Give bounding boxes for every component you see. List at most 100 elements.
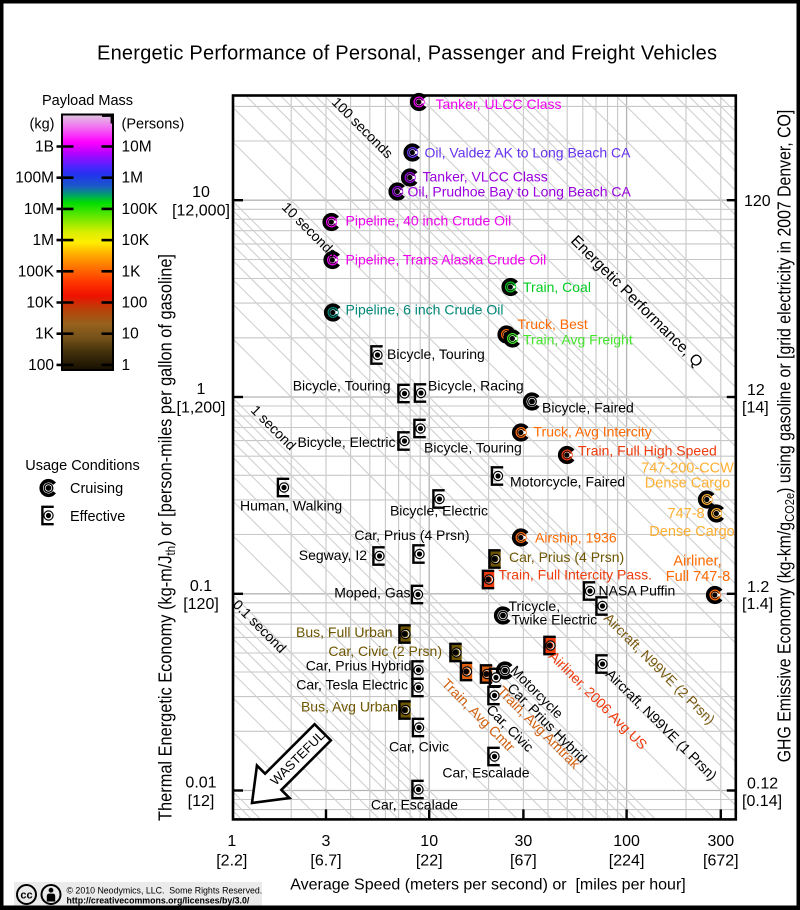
svg-text:Truck, Avg Intercity: Truck, Avg Intercity [534, 424, 652, 440]
svg-text:Bus, Full Urban: Bus, Full Urban [296, 624, 392, 640]
svg-text:747-200-CCW: 747-200-CCW [641, 461, 734, 477]
svg-text:100: 100 [28, 357, 54, 374]
svg-text:Twike Electric: Twike Electric [512, 612, 598, 628]
svg-text:Oil, Valdez AK to Long Beach C: Oil, Valdez AK to Long Beach CA [425, 145, 632, 161]
svg-text:Airliner,: Airliner, [673, 554, 721, 570]
svg-text:100: 100 [122, 295, 148, 312]
svg-text:Average Speed (meters per seco: Average Speed (meters per second) or [mi… [290, 877, 685, 894]
svg-text:10: 10 [122, 326, 140, 343]
svg-text:Pipeline, Trans Alaska Crude O: Pipeline, Trans Alaska Crude Oil [346, 252, 547, 268]
svg-text:Train, Coal: Train, Coal [523, 279, 591, 295]
svg-text:Pipeline, 40 inch Crude Oil: Pipeline, 40 inch Crude Oil [346, 213, 512, 229]
svg-text:Car, Civic (2 Prsn): Car, Civic (2 Prsn) [328, 643, 442, 659]
svg-text:Human, Walking: Human, Walking [240, 498, 342, 514]
svg-text:Segway, I2: Segway, I2 [299, 547, 367, 563]
svg-text:Dense Cargo: Dense Cargo [645, 476, 730, 492]
svg-text:Car, Civic: Car, Civic [389, 739, 449, 755]
svg-text:Car, Prius (4 Prsn): Car, Prius (4 Prsn) [509, 549, 624, 565]
svg-text:Bicycle, Touring: Bicycle, Touring [424, 440, 522, 456]
svg-text:[1.4]: [1.4] [742, 596, 773, 613]
svg-text:Car, Prius (4 Prsn): Car, Prius (4 Prsn) [354, 527, 469, 543]
svg-text:0.01: 0.01 [185, 775, 216, 792]
svg-text:Dense Cargo: Dense Cargo [649, 524, 734, 540]
svg-text:1K: 1K [122, 263, 142, 280]
svg-text:Motorcycle, Faired: Motorcycle, Faired [510, 474, 625, 490]
svg-text:1: 1 [197, 381, 206, 398]
svg-text:Car, Escalade: Car, Escalade [371, 797, 458, 813]
svg-text:[672]: [672] [703, 852, 739, 869]
svg-text:© 2010 Neodymics, LLC. Some R: © 2010 Neodymics, LLC. Some Rights Reser… [67, 886, 263, 896]
svg-text:[12,000]: [12,000] [172, 203, 230, 220]
svg-text:Tanker, VLCC Class: Tanker, VLCC Class [423, 169, 548, 185]
svg-text:[67]: [67] [510, 852, 537, 869]
svg-text:Cruising: Cruising [70, 481, 123, 497]
svg-text:Bicycle, Electric: Bicycle, Electric [297, 434, 395, 450]
svg-text:[1,200]: [1,200] [177, 399, 226, 416]
svg-text:GHG Emissive Economy (kg-km/gC: GHG Emissive Economy (kg-km/gCO2e) using… [773, 110, 797, 763]
svg-text:[22]: [22] [416, 852, 443, 869]
svg-text:[2.2]: [2.2] [216, 852, 247, 869]
svg-text:Pipeline, 6 inch Crude Oil: Pipeline, 6 inch Crude Oil [346, 302, 504, 318]
svg-text:[12]: [12] [188, 793, 215, 810]
svg-text:3: 3 [322, 833, 331, 850]
svg-text:10M: 10M [122, 139, 152, 156]
svg-text:1M: 1M [122, 170, 144, 187]
svg-text:30: 30 [515, 833, 533, 850]
svg-text:Full 747-8: Full 747-8 [666, 569, 730, 585]
svg-text:300: 300 [707, 833, 734, 850]
svg-text:1: 1 [122, 357, 131, 374]
svg-text:1K: 1K [35, 326, 55, 343]
svg-text:100K: 100K [122, 201, 159, 218]
svg-text:Train, Full High Speed: Train, Full High Speed [578, 443, 717, 459]
svg-text:100K: 100K [18, 263, 55, 280]
svg-text:[6.7]: [6.7] [310, 852, 341, 869]
svg-text:Train, Full Intercity Pass.: Train, Full Intercity Pass. [499, 567, 653, 583]
svg-text:Bicycle, Racing: Bicycle, Racing [428, 378, 524, 394]
svg-text:1M: 1M [32, 232, 54, 249]
svg-text:10K: 10K [122, 232, 150, 249]
svg-text:Effective: Effective [70, 509, 125, 525]
svg-text:10: 10 [192, 184, 210, 201]
svg-text:Bicycle, Touring: Bicycle, Touring [387, 346, 485, 362]
svg-text:Moped, Gas: Moped, Gas [334, 585, 410, 601]
svg-text:Bicycle, Touring: Bicycle, Touring [293, 377, 391, 393]
svg-text:http://creativecommons.org/lic: http://creativecommons.org/licenses/by/3… [67, 896, 250, 906]
svg-text:Usage Conditions: Usage Conditions [25, 458, 139, 474]
svg-text:Oil, Prudhoe Bay to Long Beach: Oil, Prudhoe Bay to Long Beach CA [408, 184, 632, 200]
svg-text:10K: 10K [26, 295, 54, 312]
svg-text:(kg): (kg) [30, 117, 55, 133]
svg-text:Energetic Performance of Perso: Energetic Performance of Personal, Passe… [97, 43, 717, 65]
svg-text:(Persons): (Persons) [122, 117, 185, 133]
svg-text:NASA Puffin: NASA Puffin [599, 583, 676, 599]
svg-text:12: 12 [747, 382, 765, 399]
svg-text:100M: 100M [15, 170, 54, 187]
svg-text:100: 100 [613, 833, 640, 850]
svg-text:[14]: [14] [742, 399, 769, 416]
svg-text:1B: 1B [35, 139, 54, 156]
svg-text:Bicycle, Electric: Bicycle, Electric [390, 503, 488, 519]
svg-text:10M: 10M [24, 201, 54, 218]
svg-text:cc: cc [20, 890, 32, 902]
svg-text:Car, Tesla Electric: Car, Tesla Electric [296, 677, 408, 693]
svg-text:Bus, Avg Urban: Bus, Avg Urban [301, 699, 398, 715]
svg-text:Car, Escalade: Car, Escalade [442, 765, 529, 781]
svg-text:1: 1 [227, 833, 236, 850]
svg-text:Payload Mass: Payload Mass [42, 93, 133, 109]
svg-text:Truck, Best: Truck, Best [518, 316, 588, 332]
svg-text:Bicycle, Faired: Bicycle, Faired [542, 400, 634, 416]
svg-text:0.1: 0.1 [190, 578, 212, 595]
svg-text:120: 120 [744, 193, 771, 210]
svg-text:Train, Avg Freight: Train, Avg Freight [523, 332, 633, 348]
svg-text:Tricycle,: Tricycle, [509, 598, 561, 614]
svg-text:Airship, 1936: Airship, 1936 [535, 530, 617, 546]
svg-text:[120]: [120] [183, 596, 219, 613]
svg-text:747-8: 747-8 [667, 506, 704, 522]
svg-text:[0.14]: [0.14] [742, 793, 782, 810]
svg-text:Tanker, ULCC Class: Tanker, ULCC Class [436, 96, 562, 112]
svg-text:[224]: [224] [609, 852, 645, 869]
svg-text:0.12: 0.12 [747, 776, 778, 793]
svg-text:10: 10 [420, 833, 438, 850]
svg-text:Thermal Energetic Economy (kg-: Thermal Energetic Economy (kg-m/Jth) or … [155, 254, 179, 821]
svg-text:1.2: 1.2 [747, 579, 769, 596]
svg-text:Car, Prius Hybrid: Car, Prius Hybrid [306, 658, 412, 674]
